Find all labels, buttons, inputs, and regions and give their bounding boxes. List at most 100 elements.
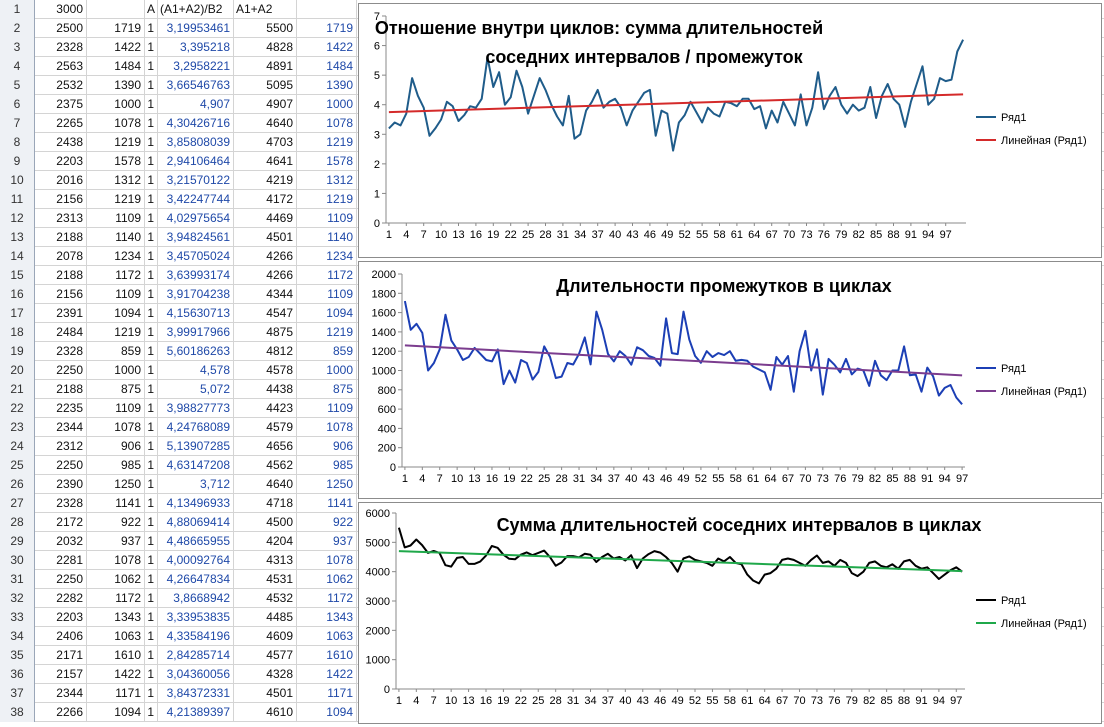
cell[interactable]: 1000 [297,95,357,114]
cell[interactable]: 2312 [35,437,87,456]
cell[interactable]: 1062 [297,570,357,589]
cell[interactable]: 3,2958221 [158,57,234,76]
cell[interactable]: 1 [145,589,158,608]
cell[interactable]: 2391 [35,304,87,323]
cell[interactable]: 4,00092764 [158,551,234,570]
cell[interactable]: 4547 [234,304,297,323]
cell[interactable]: 1 [145,513,158,532]
cell[interactable]: 1063 [297,627,357,646]
row-header[interactable]: 2 [0,19,35,38]
cell[interactable]: 1390 [297,76,357,95]
cell[interactable]: 1 [145,190,158,209]
row-header[interactable]: 35 [0,646,35,665]
cell[interactable]: 1109 [297,399,357,418]
cell[interactable]: 2266 [35,703,87,722]
row-header[interactable]: 37 [0,684,35,703]
cell[interactable]: 4532 [234,589,297,608]
cell[interactable]: 1219 [297,133,357,152]
cell[interactable]: 3,99917966 [158,323,234,342]
cell[interactable]: 4718 [234,494,297,513]
cell[interactable]: 2235 [35,399,87,418]
cell[interactable]: 4313 [234,551,297,570]
row-header[interactable]: 20 [0,361,35,380]
cell[interactable]: 2313 [35,209,87,228]
cell[interactable]: 1062 [87,570,145,589]
cell[interactable]: 2157 [35,665,87,684]
cell[interactable]: 4266 [234,247,297,266]
cell[interactable]: 1 [145,361,158,380]
cell[interactable]: A1+A2 [234,0,297,19]
cell[interactable]: 4,907 [158,95,234,114]
row-header[interactable]: 29 [0,532,35,551]
cell[interactable]: 2,94106464 [158,152,234,171]
cell[interactable]: 1141 [87,494,145,513]
cell[interactable]: 2484 [35,323,87,342]
cell[interactable]: 4,578 [158,361,234,380]
cell[interactable]: 4501 [234,228,297,247]
row-header[interactable]: 3 [0,38,35,57]
cell[interactable]: 2171 [35,646,87,665]
cell[interactable]: 2078 [35,247,87,266]
cell[interactable]: 4891 [234,57,297,76]
cell[interactable]: 2188 [35,266,87,285]
cell[interactable]: 1 [145,38,158,57]
cell[interactable]: 4828 [234,38,297,57]
cell[interactable]: 2250 [35,570,87,589]
cell[interactable]: 4,88069414 [158,513,234,532]
cell[interactable]: 1109 [87,209,145,228]
row-header[interactable]: 31 [0,570,35,589]
cell[interactable]: 1078 [87,418,145,437]
cell[interactable]: 4562 [234,456,297,475]
row-header[interactable]: 36 [0,665,35,684]
cell[interactable]: 4500 [234,513,297,532]
cell[interactable]: 1140 [297,228,357,247]
cell[interactable]: 1343 [297,608,357,627]
cell[interactable]: 2265 [35,114,87,133]
cell[interactable]: 2500 [35,19,87,38]
cell[interactable]: 2032 [35,532,87,551]
cell[interactable]: 1 [145,133,158,152]
cell[interactable]: 1 [145,152,158,171]
cell[interactable]: 4640 [234,475,297,494]
row-header[interactable]: 15 [0,266,35,285]
cell[interactable]: 1 [145,76,158,95]
row-header[interactable]: 17 [0,304,35,323]
row-header[interactable]: 13 [0,228,35,247]
cell[interactable]: 1078 [87,551,145,570]
cell[interactable]: 4641 [234,152,297,171]
cell[interactable]: 3,98827773 [158,399,234,418]
cell[interactable]: 3,04360056 [158,665,234,684]
cell[interactable]: 1172 [297,589,357,608]
row-header[interactable]: 1 [0,0,35,19]
cell[interactable]: 3,42247744 [158,190,234,209]
cell[interactable]: 2203 [35,152,87,171]
cell[interactable]: 3,19953461 [158,19,234,38]
cell[interactable]: 4,48665955 [158,532,234,551]
cell[interactable]: 1 [145,342,158,361]
cell[interactable]: 1 [145,437,158,456]
cell[interactable]: 1 [145,304,158,323]
cell[interactable]: 1219 [87,323,145,342]
cell[interactable]: 1078 [297,418,357,437]
cell[interactable]: 3,94824561 [158,228,234,247]
cell[interactable]: 4579 [234,418,297,437]
cell[interactable]: 4609 [234,627,297,646]
cell[interactable]: 1172 [87,589,145,608]
cell[interactable]: 1 [145,228,158,247]
cell[interactable]: 1094 [297,703,357,722]
cell[interactable]: 1719 [297,19,357,38]
cell[interactable]: 985 [297,456,357,475]
row-header[interactable]: 27 [0,494,35,513]
cell[interactable]: 2563 [35,57,87,76]
cell[interactable]: 2406 [35,627,87,646]
cell[interactable]: 4577 [234,646,297,665]
cell[interactable]: 1234 [87,247,145,266]
cell[interactable]: 3000 [35,0,87,19]
cell[interactable]: 2250 [35,456,87,475]
cell[interactable]: 5,60186263 [158,342,234,361]
cell[interactable]: 4,33584196 [158,627,234,646]
cell[interactable]: 4438 [234,380,297,399]
row-header[interactable]: 24 [0,437,35,456]
cell[interactable]: 1312 [87,171,145,190]
cell[interactable]: 1 [145,57,158,76]
